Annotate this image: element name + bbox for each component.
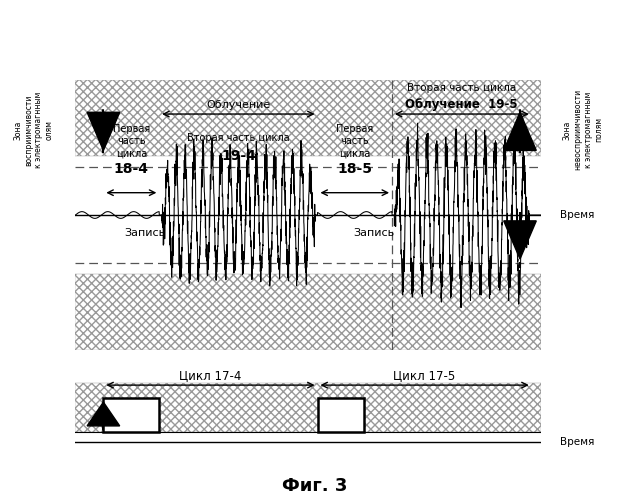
Text: Запись: Запись: [125, 228, 166, 238]
Text: Импульс: Импульс: [109, 410, 153, 420]
Bar: [75, 274, 541, 350]
Text: Облучение: Облучение: [206, 100, 270, 110]
Text: Вторая часть цикла: Вторая часть цикла: [407, 83, 516, 93]
Text: 18-5: 18-5: [337, 162, 372, 176]
Text: Цикл 17-5: Цикл 17-5: [394, 369, 455, 382]
Text: Первая
часть
цикла: Первая часть цикла: [336, 124, 374, 159]
Text: 19-4: 19-4: [221, 150, 256, 164]
Text: Облучение  19-5: Облучение 19-5: [406, 98, 518, 110]
Text: Зона
невосприимчивости
к электромагнным
полям: Зона невосприимчивости к электромагнным …: [563, 90, 603, 170]
Text: Фиг. 3: Фиг. 3: [282, 477, 347, 495]
Text: Импульс: Импульс: [319, 410, 363, 420]
Polygon shape: [504, 112, 537, 150]
Bar: [75, 80, 541, 156]
Text: Зона
восприимчивости
к электромагнным
олям: Зона восприимчивости к электромагнным ол…: [13, 92, 53, 168]
Polygon shape: [87, 402, 120, 426]
Polygon shape: [87, 112, 120, 150]
Text: 18-4: 18-4: [114, 162, 149, 176]
Polygon shape: [504, 221, 537, 259]
Text: Время: Время: [560, 210, 594, 220]
Text: Время: Время: [560, 437, 594, 447]
Text: Цикл 17-4: Цикл 17-4: [179, 369, 242, 382]
Text: Первая
часть
цикла: Первая часть цикла: [113, 124, 150, 159]
Text: Запись: Запись: [353, 228, 394, 238]
Text: Вторая часть цикла: Вторая часть цикла: [187, 133, 290, 143]
Bar: [75, 383, 541, 432]
Bar: [103, 398, 159, 432]
Bar: [318, 398, 364, 432]
